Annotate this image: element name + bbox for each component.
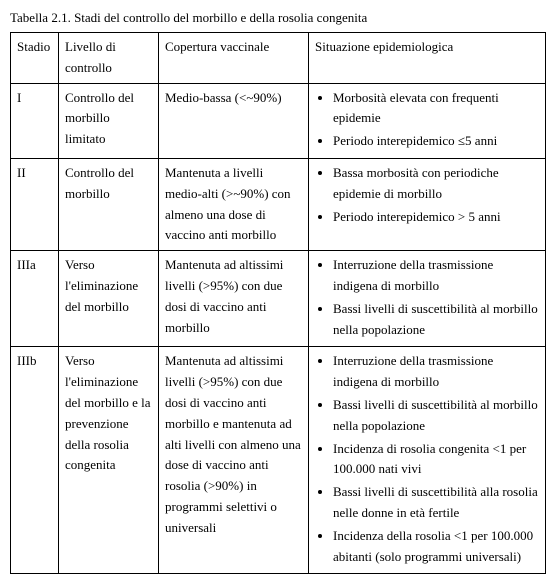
epi-item: Morbosità elevata con frequenti epidemie (333, 88, 539, 130)
table-row: I Controllo del morbillo limitato Medio-… (11, 83, 546, 158)
epi-item: Interruzione della trasmissione indigena… (333, 255, 539, 297)
epi-item: Incidenza della rosolia <1 per 100.000 a… (333, 526, 539, 568)
header-epi: Situazione epidemiologica (309, 33, 546, 84)
epi-item: Interruzione della trasmissione indigena… (333, 351, 539, 393)
cell-livello: Verso l'eliminazione del morbillo e la p… (59, 347, 159, 574)
header-stadio: Stadio (11, 33, 59, 84)
cell-epi: Morbosità elevata con frequenti epidemie… (309, 83, 546, 158)
table-row: II Controllo del morbillo Mantenuta a li… (11, 158, 546, 250)
header-copertura: Copertura vaccinale (159, 33, 309, 84)
table-row: IIIb Verso l'eliminazione del morbillo e… (11, 347, 546, 574)
cell-stadio: IIIa (11, 251, 59, 347)
table-title: Tabella 2.1. Stadi del controllo del mor… (10, 10, 546, 26)
cell-epi: Bassa morbosità con periodiche epidemie … (309, 158, 546, 250)
epi-item: Bassi livelli di suscettibilità al morbi… (333, 395, 539, 437)
cell-epi: Interruzione della trasmissione indigena… (309, 251, 546, 347)
cell-livello: Controllo del morbillo limitato (59, 83, 159, 158)
cell-copertura: Mantenuta ad altissimi livelli (>95%) co… (159, 251, 309, 347)
epi-item: Periodo interepidemico > 5 anni (333, 207, 539, 228)
cell-copertura: Mantenuta a livelli medio-alti (>~90%) c… (159, 158, 309, 250)
cell-copertura: Mantenuta ad altissimi livelli (>95%) co… (159, 347, 309, 574)
header-livello: Livello di controllo (59, 33, 159, 84)
cell-stadio: II (11, 158, 59, 250)
epi-item: Incidenza di rosolia congenita <1 per 10… (333, 439, 539, 481)
cell-livello: Verso l'eliminazione del morbillo (59, 251, 159, 347)
epi-item: Periodo interepidemico ≤5 anni (333, 131, 539, 152)
cell-stadio: IIIb (11, 347, 59, 574)
cell-stadio: I (11, 83, 59, 158)
cell-copertura: Medio-bassa (<~90%) (159, 83, 309, 158)
table-row: IIIa Verso l'eliminazione del morbillo M… (11, 251, 546, 347)
cell-livello: Controllo del morbillo (59, 158, 159, 250)
epi-item: Bassi livelli di suscettibilità al morbi… (333, 299, 539, 341)
cell-epi: Interruzione della trasmissione indigena… (309, 347, 546, 574)
epi-item: Bassa morbosità con periodiche epidemie … (333, 163, 539, 205)
epi-item: Bassi livelli di suscettibilità alla ros… (333, 482, 539, 524)
stage-table: Stadio Livello di controllo Copertura va… (10, 32, 546, 574)
table-header-row: Stadio Livello di controllo Copertura va… (11, 33, 546, 84)
